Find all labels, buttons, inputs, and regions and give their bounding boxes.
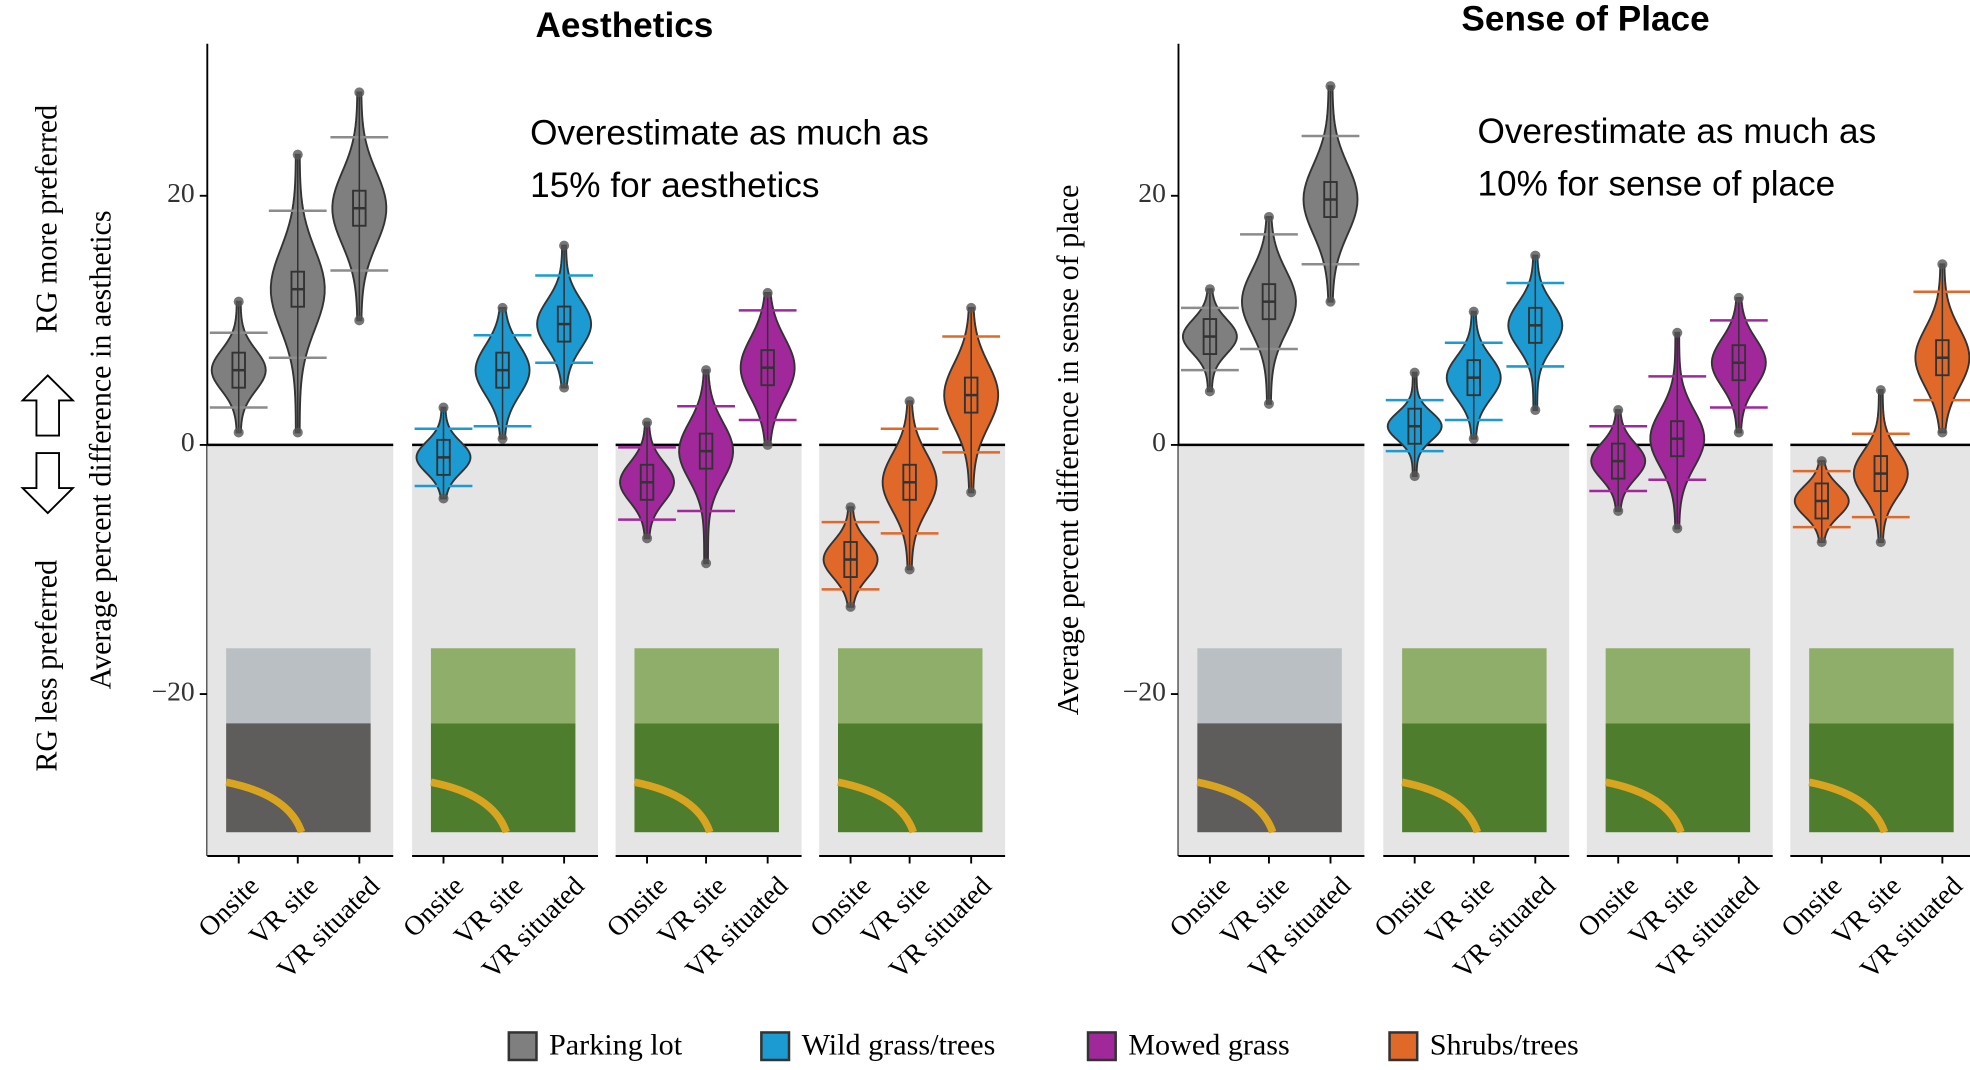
side-label-top: RG more preferred	[29, 105, 63, 333]
annotation: Overestimate as much as	[530, 113, 929, 152]
min-point	[1325, 297, 1335, 307]
photo-sky	[1809, 648, 1953, 723]
min-point	[642, 533, 652, 543]
max-point	[293, 150, 303, 160]
min-point	[1937, 427, 1947, 437]
max-point	[498, 303, 508, 313]
photo-ground	[226, 723, 370, 832]
min-point	[1469, 434, 1479, 444]
min-point	[846, 602, 856, 612]
photo-ground	[1606, 723, 1750, 832]
photo-sky	[1606, 648, 1750, 723]
min-point	[1613, 506, 1623, 516]
photo-sky	[431, 648, 575, 723]
photo-sky	[1197, 648, 1341, 723]
min-point	[1205, 386, 1215, 396]
max-point	[642, 417, 652, 427]
max-point	[354, 87, 364, 97]
max-point	[966, 303, 976, 313]
max-point	[1672, 328, 1682, 338]
max-point	[1530, 251, 1540, 261]
figure: RG more preferred RG less preferred Aest…	[0, 0, 1970, 1070]
legend-swatch	[509, 1032, 537, 1060]
photo-ground	[1402, 723, 1546, 832]
max-point	[701, 365, 711, 375]
y-tick-label: 0	[181, 426, 195, 457]
photo-sky	[226, 648, 370, 723]
min-point	[1734, 427, 1744, 437]
legend-label: Shrubs/trees	[1430, 1027, 1579, 1061]
max-point	[846, 502, 856, 512]
min-point	[1817, 537, 1827, 547]
legend-swatch	[1390, 1032, 1418, 1060]
y-tick-label: 0	[1152, 426, 1166, 457]
legend-label: Parking lot	[549, 1027, 683, 1061]
min-point	[1672, 523, 1682, 533]
max-point	[1325, 81, 1335, 91]
max-point	[438, 403, 448, 413]
max-point	[1876, 385, 1886, 395]
y-tick-label: 20	[1138, 177, 1166, 208]
chart-title: Sense of Place	[1461, 0, 1709, 39]
max-point	[905, 396, 915, 406]
min-point	[559, 383, 569, 393]
photo-sky	[1402, 648, 1546, 723]
max-point	[1734, 293, 1744, 303]
min-point	[1876, 537, 1886, 547]
photo-ground	[431, 723, 575, 832]
photo-ground	[1197, 723, 1341, 832]
annotation: 10% for sense of place	[1478, 165, 1836, 204]
min-point	[498, 434, 508, 444]
max-point	[1937, 259, 1947, 269]
max-point	[234, 297, 244, 307]
min-point	[354, 315, 364, 325]
min-point	[763, 440, 773, 450]
y-axis-title: Average percent difference in aesthetics	[84, 210, 118, 689]
min-point	[234, 427, 244, 437]
min-point	[1264, 399, 1274, 409]
min-point	[293, 427, 303, 437]
max-point	[1469, 307, 1479, 317]
legend-label: Mowed grass	[1128, 1027, 1290, 1061]
photo-ground	[634, 723, 778, 832]
legend-swatch	[761, 1032, 789, 1060]
y-tick-label: −20	[152, 675, 195, 706]
legend-label: Wild grass/trees	[802, 1027, 996, 1061]
side-label-bottom: RG less preferred	[29, 560, 63, 772]
photo-ground	[1809, 723, 1953, 832]
max-point	[1205, 284, 1215, 294]
y-axis-title: Average percent difference in sense of p…	[1051, 185, 1085, 716]
max-point	[1264, 212, 1274, 222]
chart-title: Aesthetics	[535, 6, 713, 45]
annotation: Overestimate as much as	[1478, 112, 1877, 151]
min-point	[1530, 405, 1540, 415]
y-tick-label: −20	[1123, 675, 1166, 706]
legend-swatch	[1088, 1032, 1116, 1060]
max-point	[559, 241, 569, 251]
max-point	[1817, 456, 1827, 466]
max-point	[763, 288, 773, 298]
min-point	[438, 493, 448, 503]
max-point	[1613, 405, 1623, 415]
y-tick-label: 20	[167, 177, 195, 208]
min-point	[966, 487, 976, 497]
min-point	[1410, 471, 1420, 481]
max-point	[1410, 368, 1420, 378]
min-point	[701, 558, 711, 568]
photo-sky	[634, 648, 778, 723]
min-point	[905, 564, 915, 574]
photo-sky	[838, 648, 982, 723]
annotation: 15% for aesthetics	[530, 166, 819, 205]
photo-ground	[838, 723, 982, 832]
